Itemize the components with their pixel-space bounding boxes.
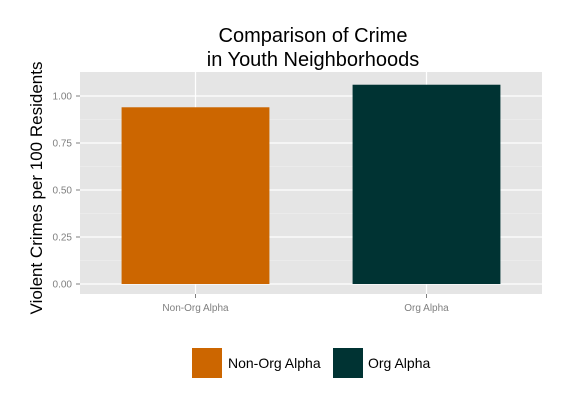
legend-swatch [333, 348, 363, 378]
legend: Non-Org Alpha Org Alpha [192, 348, 430, 378]
legend-label: Org Alpha [368, 355, 430, 371]
x-tick-label: Org Alpha [404, 303, 449, 314]
bars [121, 84, 501, 284]
y-axis-ticks: 0.00 0.25 0.50 0.75 1.00 [53, 92, 80, 291]
y-tick-label: 0.75 [53, 139, 73, 150]
y-tick-label: 1.00 [53, 92, 73, 103]
x-axis-ticks: Non-Org Alpha Org Alpha [162, 294, 449, 314]
chart-title-line-1: Comparison of Crime [219, 25, 408, 47]
y-tick-label: 0.25 [53, 233, 73, 244]
y-tick-label: 0.50 [53, 186, 73, 197]
x-tick-label: Non-Org Alpha [162, 303, 229, 314]
y-tick-label: 0.00 [53, 280, 73, 291]
legend-label: Non-Org Alpha [228, 355, 321, 371]
bar [352, 84, 501, 284]
bar [121, 107, 270, 284]
legend-swatch [192, 348, 222, 378]
chart-title-line-2: in Youth Neighborhoods [207, 49, 419, 71]
y-axis-label: Violent Crimes per 100 Residents [27, 62, 46, 315]
